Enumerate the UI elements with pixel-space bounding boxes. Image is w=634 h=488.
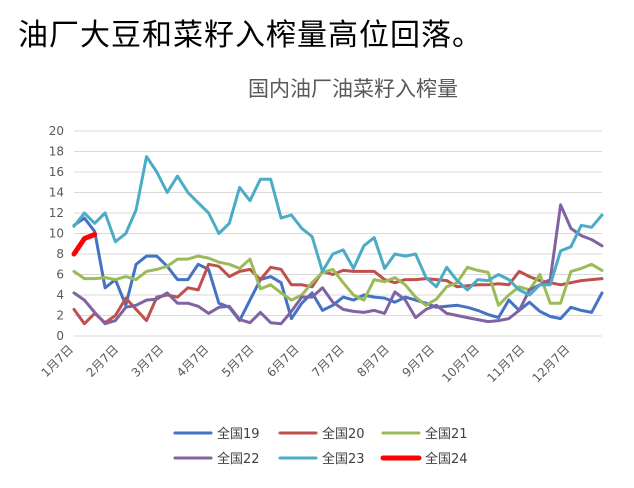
legend-label: 全国21 [425,426,468,442]
y-tick-label: 4 [56,288,64,302]
y-tick-label: 20 [49,124,64,138]
series-line-全国23 [72,155,604,297]
x-tick-label: 7月7日 [309,342,347,380]
x-tick-label: 1月7日 [38,342,76,380]
series-lines [71,155,604,326]
y-tick-label: 16 [49,165,64,179]
x-tick-label: 8月7日 [354,342,392,380]
x-tick-label: 3月7日 [129,342,167,380]
legend-label: 全国19 [217,426,260,442]
y-tick-label: 8 [56,247,64,261]
series-line-全国21 [72,254,604,307]
x-tick-label: 12月7日 [529,342,572,385]
headline: 油厂大豆和菜籽入榨量高位回落。 [18,18,483,53]
x-tick-label: 11月7日 [484,342,527,385]
y-axis: 0 2 4 6 8 10 12 14 16 18 20 [49,124,64,343]
y-tick-label: 10 [49,227,64,241]
series-line-全国20 [72,262,604,326]
series-line-全国19 [72,216,604,323]
y-tick-label: 6 [56,268,64,282]
y-tick-label: 12 [49,206,64,220]
chart-title: 国内油厂油菜籽入榨量 [248,77,458,101]
x-axis: 1月7日 2月7日 3月7日 4月7日 5月7日 6月7日 7月7日 8月7日 9月7日 10月7… [38,342,572,385]
series-line-全国24 [71,232,98,257]
legend-label: 全国23 [322,451,365,467]
y-tick-label: 2 [56,309,64,323]
x-tick-label: 2月7日 [84,342,122,380]
legend-label: 全国22 [217,451,260,467]
y-tick-label: 0 [56,329,64,343]
legend: 全国19 全国20 全国21 全国22 全国23 全国24 [173,426,468,467]
x-tick-label: 4月7日 [174,342,212,380]
x-tick-label: 6月7日 [264,342,302,380]
legend-label: 全国20 [322,426,365,442]
series-line-全国22 [72,203,604,326]
x-tick-label: 5月7日 [219,342,257,380]
y-tick-label: 14 [49,186,64,200]
x-tick-label: 9月7日 [399,342,437,380]
y-tick-label: 18 [49,145,64,159]
legend-label: 全国24 [425,451,468,467]
x-tick-label: 10月7日 [439,342,482,385]
